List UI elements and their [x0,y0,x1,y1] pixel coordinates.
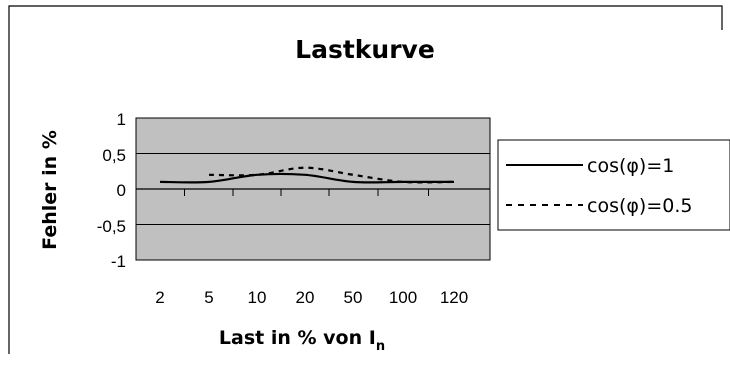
legend-label: cos(φ)=1 [587,155,674,177]
legend: cos(φ)=1 cos(φ)=0.5 [497,139,730,231]
x-tick-label: 50 [344,288,363,307]
x-axis-title-subscript: n [376,339,385,354]
y-tick-label: 0,5 [102,146,126,165]
y-tick-labels: 1 0,5 0 -0,5 -1 [97,110,126,271]
x-axis-title-text: Last in % von I [219,327,376,349]
y-tick-label: 1 [117,110,126,129]
legend-label: cos(φ)=0.5 [587,195,692,217]
series-layer [159,166,455,184]
x-tick-label: 100 [389,288,417,307]
x-tick-label: 2 [155,288,164,307]
x-tick-label: 10 [248,288,267,307]
series-line-1 [159,172,454,184]
y-tick-label: -1 [111,252,126,271]
gridlines [136,153,490,225]
x-tick-label: 20 [296,288,315,307]
series-line-2 [208,166,455,184]
chart-frame [8,5,723,354]
chart-title: Lastkurve [295,35,435,64]
x-tick-marks [184,189,429,196]
x-tick-label: 120 [440,288,468,307]
x-axis-title: Last in % von In [219,327,385,354]
y-tick-label: -0,5 [97,217,126,236]
x-tick-label: 5 [204,288,213,307]
y-tick-label: 0 [117,181,126,200]
y-axis-title: Fehler in % [39,130,61,250]
x-tick-labels: 2 5 10 20 50 100 120 [155,288,468,307]
legend-box [497,139,730,231]
